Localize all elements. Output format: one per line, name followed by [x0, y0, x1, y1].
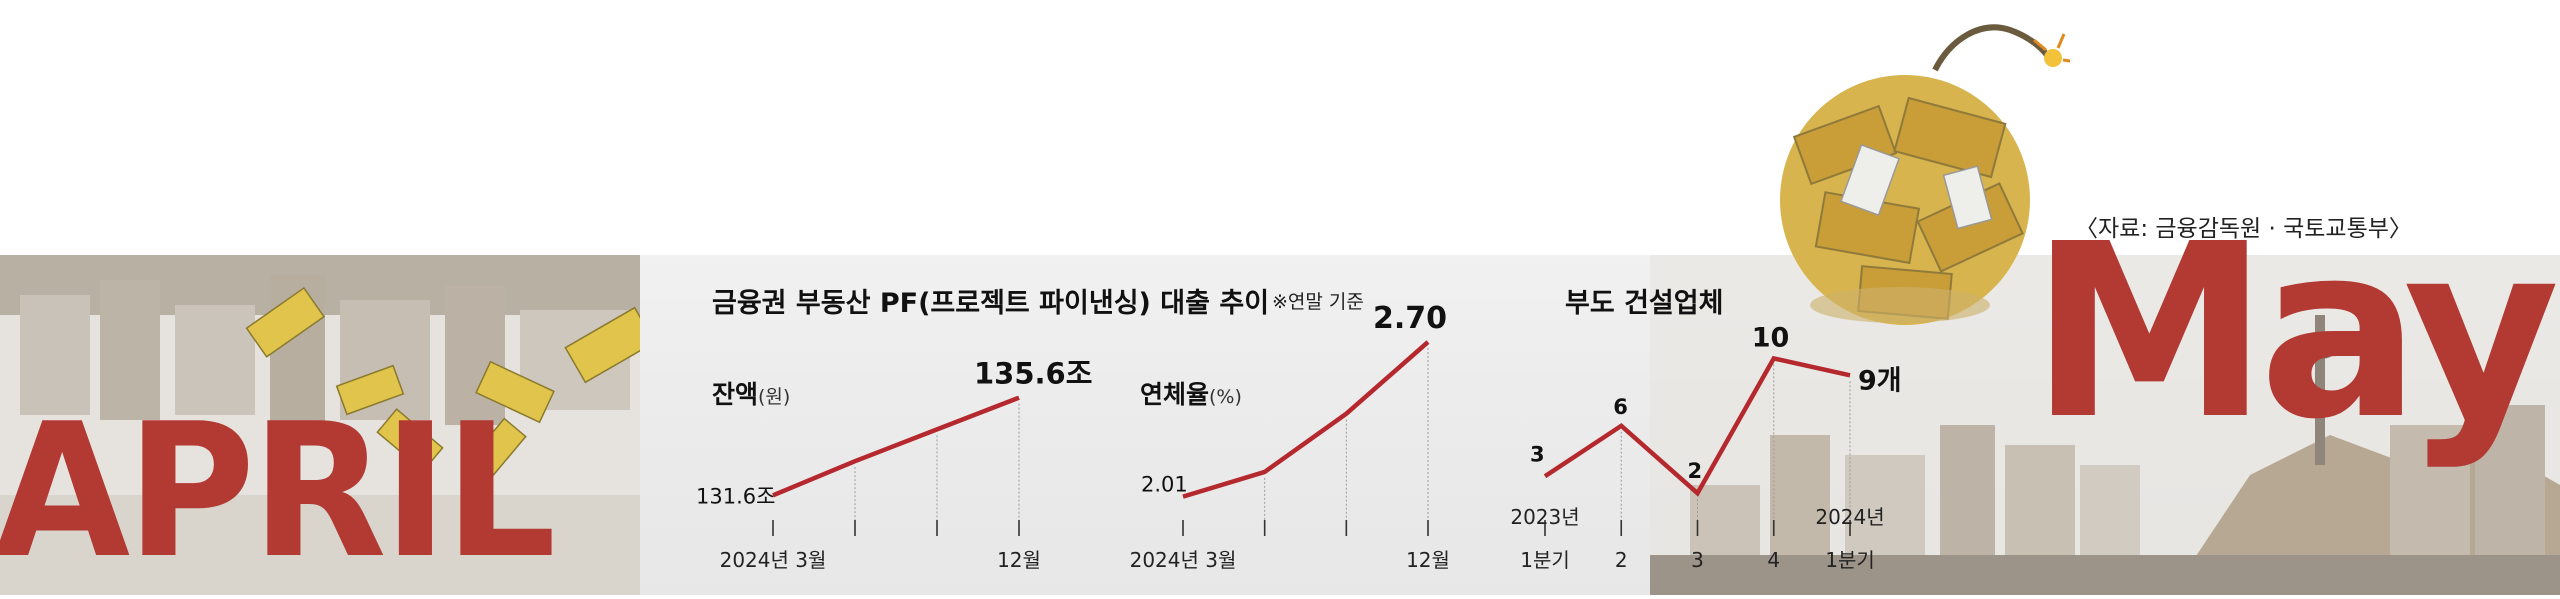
bankrupt-tick-label: 1분기 — [1825, 548, 1875, 572]
balance-line — [772, 395, 1020, 498]
city-illustration-right — [1650, 255, 2560, 595]
money-bomb-illustration — [1780, 24, 2070, 325]
bankrupt-tick-label-top: 2024년 — [1815, 505, 1884, 529]
bankrupt-point-label: 2 — [1688, 459, 1703, 483]
delinquency-tick-label: 12월 — [1406, 548, 1450, 572]
chart-note: ※연말 기준 — [1272, 291, 1364, 313]
bankrupt-tick-label: 3 — [1691, 548, 1704, 572]
balance-chart-label: 잔액(원) — [712, 375, 790, 411]
balance-first-label: 131.6조 — [696, 484, 775, 508]
bankrupt-tick-label: 1분기 — [1520, 548, 1570, 572]
source-note: 〈자료: 금융감독원 · 국토교통부〉 — [2075, 216, 2412, 242]
bankrupt-point-label: 10 — [1752, 322, 1790, 353]
bankrupt-tick-label-top: 2023년 — [1510, 505, 1579, 529]
city-illustration-left — [0, 255, 640, 595]
balance-last-label: 135.6조 — [974, 357, 1092, 391]
chart-title-bankrupt-firms: 부도 건설업체 — [1565, 288, 1724, 319]
delinquency-first-label: 2.01 — [1141, 473, 1188, 497]
delinquency-tick-label: 2024년 3월 — [1130, 548, 1237, 572]
bankrupt-tick-label: 4 — [1767, 548, 1780, 572]
balance-tick-label: 2024년 3월 — [720, 548, 827, 572]
delinquency-label: 연체율 — [1140, 380, 1210, 409]
may-decorative-text: May — [2030, 192, 2560, 472]
bankrupt-point-label: 6 — [1613, 395, 1628, 419]
delinquency-last-label: 2.70 — [1373, 301, 1447, 336]
delinquency-line — [1182, 340, 1430, 499]
bankrupt-point-label: 9개 — [1858, 365, 1902, 396]
bankrupt-tick-label: 2 — [1615, 548, 1628, 572]
april-decorative-text: APRIL — [0, 383, 556, 599]
balance-unit: (원) — [758, 386, 791, 408]
delinquency-chart-label: 연체율(%) — [1140, 375, 1242, 411]
balance-tick-label: 12월 — [997, 548, 1041, 572]
bankrupt-point-label: 3 — [1530, 442, 1545, 466]
delinquency-unit: (%) — [1209, 386, 1242, 408]
bankrupt-line — [1543, 355, 1851, 497]
chart-title-pf-loans: 금융권 부동산 PF(프로젝트 파이낸싱) 대출 추이 — [712, 288, 1270, 319]
balance-label: 잔액 — [712, 380, 759, 409]
